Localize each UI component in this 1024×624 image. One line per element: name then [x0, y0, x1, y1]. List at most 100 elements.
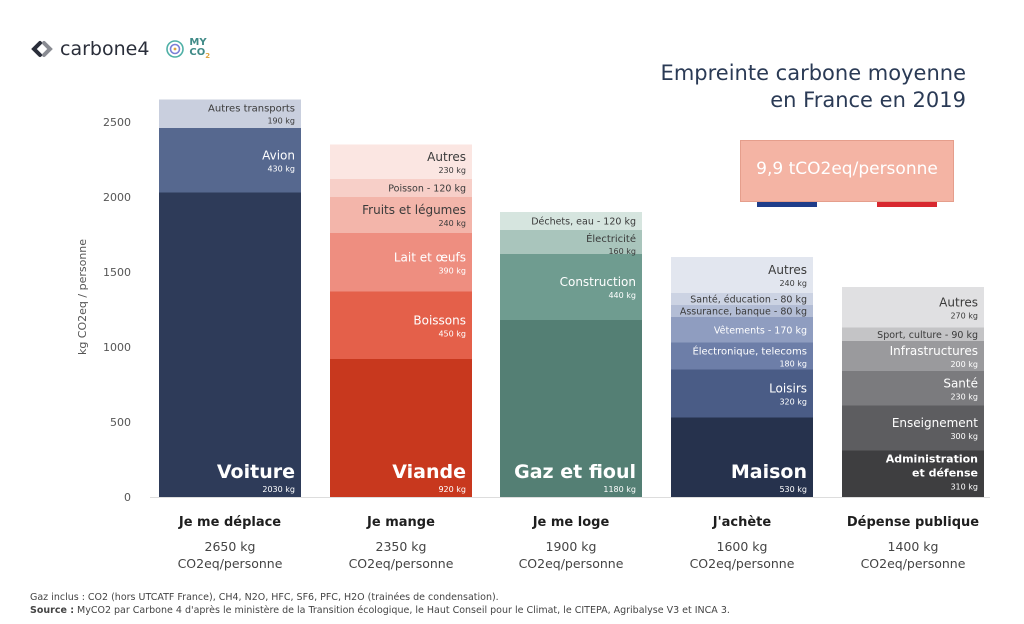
category-label: J'achète: [712, 515, 772, 530]
segment-label: et défense: [912, 467, 978, 480]
category-total: 1600 kg: [717, 539, 768, 554]
bar-segment: [842, 341, 984, 371]
segment-label: Santé, éducation - 80 kg: [690, 295, 807, 306]
category-label: Dépense publique: [847, 515, 979, 530]
segment-value: 160 kg: [608, 247, 636, 256]
bar-segment: [500, 320, 642, 497]
bar-segment: [500, 230, 642, 254]
category-total: 1400 kg: [888, 539, 939, 554]
category-total-unit: CO2eq/personne: [178, 556, 283, 571]
y-tick-label: 500: [110, 416, 131, 429]
segment-value: 240 kg: [779, 279, 807, 288]
myco2-target-icon: [166, 40, 185, 58]
segment-label: Infrastructures: [890, 344, 978, 358]
segment-value: 270 kg: [950, 311, 978, 320]
segment-label: Déchets, eau - 120 kg: [531, 217, 636, 228]
footer-source-text: MyCO2 par Carbone 4 d'après le ministère…: [74, 605, 730, 616]
carbone4-wordmark: carbone4: [60, 38, 150, 60]
bar-segment: [671, 342, 813, 370]
bar-segment: [671, 369, 813, 418]
bar-segment: [842, 371, 984, 406]
category-total-unit: CO2eq/personne: [690, 556, 795, 571]
title-line-2: en France en 2019: [770, 88, 966, 112]
badge-text: 9,9 tCO2eq/personne: [756, 159, 938, 179]
title-line-1: Empreinte carbone moyenne: [660, 61, 966, 85]
segment-label: Fruits et légumes: [362, 203, 466, 217]
bar-segment: [330, 144, 472, 179]
segment-label: Gaz et fioul: [514, 461, 636, 483]
segment-value: 310 kg: [950, 483, 978, 492]
flag-red: [877, 202, 937, 207]
y-tick-label: 2500: [103, 116, 131, 129]
segment-label: Avion: [262, 148, 295, 162]
y-tick-label: 2000: [103, 191, 131, 204]
segment-label: Sport, culture - 90 kg: [877, 330, 978, 341]
category-total-unit: CO2eq/personne: [861, 556, 966, 571]
logos: carbone4 MY CO2: [30, 34, 210, 64]
segment-label: Enseignement: [892, 416, 978, 430]
myco2-logo: MY CO2: [165, 36, 211, 61]
myco2-top: MY: [189, 36, 207, 48]
segment-value: 200 kg: [950, 360, 978, 369]
segment-value: 300 kg: [950, 432, 978, 441]
segment-label: Assurance, banque - 80 kg: [680, 307, 807, 318]
carbone4-mark-icon: [31, 41, 53, 57]
y-tick-label: 1500: [103, 266, 131, 279]
bar-segment: [330, 233, 472, 292]
bar-segment: [671, 305, 813, 317]
segment-label: Poisson - 120 kg: [388, 184, 466, 195]
bar-segment: [330, 291, 472, 359]
bar-segment: [330, 197, 472, 233]
segment-value: 190 kg: [267, 117, 295, 126]
bar-segment: [330, 359, 472, 497]
bar-segment: [671, 317, 813, 343]
category-total: 2650 kg: [205, 539, 256, 554]
bar-segment: [671, 257, 813, 293]
segment-value: 430 kg: [267, 164, 295, 173]
bar-segment: [500, 212, 642, 230]
segment-value: 390 kg: [438, 266, 466, 275]
segment-value: 230 kg: [438, 166, 466, 175]
bar-segment: [159, 128, 301, 193]
flag-white: [817, 202, 877, 207]
segment-value: 450 kg: [438, 329, 466, 338]
bar-segment: [671, 293, 813, 305]
segment-label: Boissons: [413, 313, 466, 327]
footer-source-label: Source :: [30, 605, 74, 616]
footer-gas: Gaz inclus : CO2 (hors UTCATF France), C…: [30, 592, 499, 603]
segment-label: Loisirs: [769, 382, 807, 396]
segment-label: Autres transports: [208, 104, 295, 115]
bar-segment: [842, 450, 984, 497]
segment-label: Autres: [939, 295, 978, 309]
segment-value: 920 kg: [438, 485, 466, 494]
category-total: 1900 kg: [546, 539, 597, 554]
myco2-bottom: CO: [189, 46, 206, 58]
y-tick-label: 0: [124, 491, 131, 504]
category-total: 2350 kg: [376, 539, 427, 554]
stacked-bar-chart: kg CO2eq / personne 0 500 1000 1500 2000 2500 V…: [76, 99, 990, 571]
bar-segment: [842, 327, 984, 341]
segment-label: Vêtements - 170 kg: [714, 325, 807, 336]
segment-label: Santé: [943, 376, 978, 390]
segment-value: 230 kg: [950, 392, 978, 401]
segment-label: Lait et œufs: [394, 250, 466, 264]
category-total-unit: CO2eq/personne: [349, 556, 454, 571]
segment-label: Électricité: [586, 232, 636, 245]
bar-segment: [500, 254, 642, 320]
category-label: Je mange: [366, 515, 435, 530]
segment-value: 320 kg: [779, 398, 807, 407]
segment-value: 240 kg: [438, 219, 466, 228]
carbone4-logo: carbone4: [30, 38, 149, 60]
segment-label: Construction: [560, 275, 636, 289]
segment-label: Voiture: [217, 461, 295, 483]
myco2-sub: 2: [205, 51, 211, 60]
flag-blue: [757, 202, 817, 207]
bar-segment: [671, 417, 813, 497]
segment-label: Électronique, telecoms: [692, 345, 807, 358]
segment-value: 530 kg: [779, 485, 807, 494]
segment-label: Autres: [427, 150, 466, 164]
segment-label: Maison: [731, 461, 807, 483]
category-total-unit: CO2eq/personne: [519, 556, 624, 571]
segment-value: 1180 kg: [603, 485, 636, 494]
bar-segment: [842, 287, 984, 328]
